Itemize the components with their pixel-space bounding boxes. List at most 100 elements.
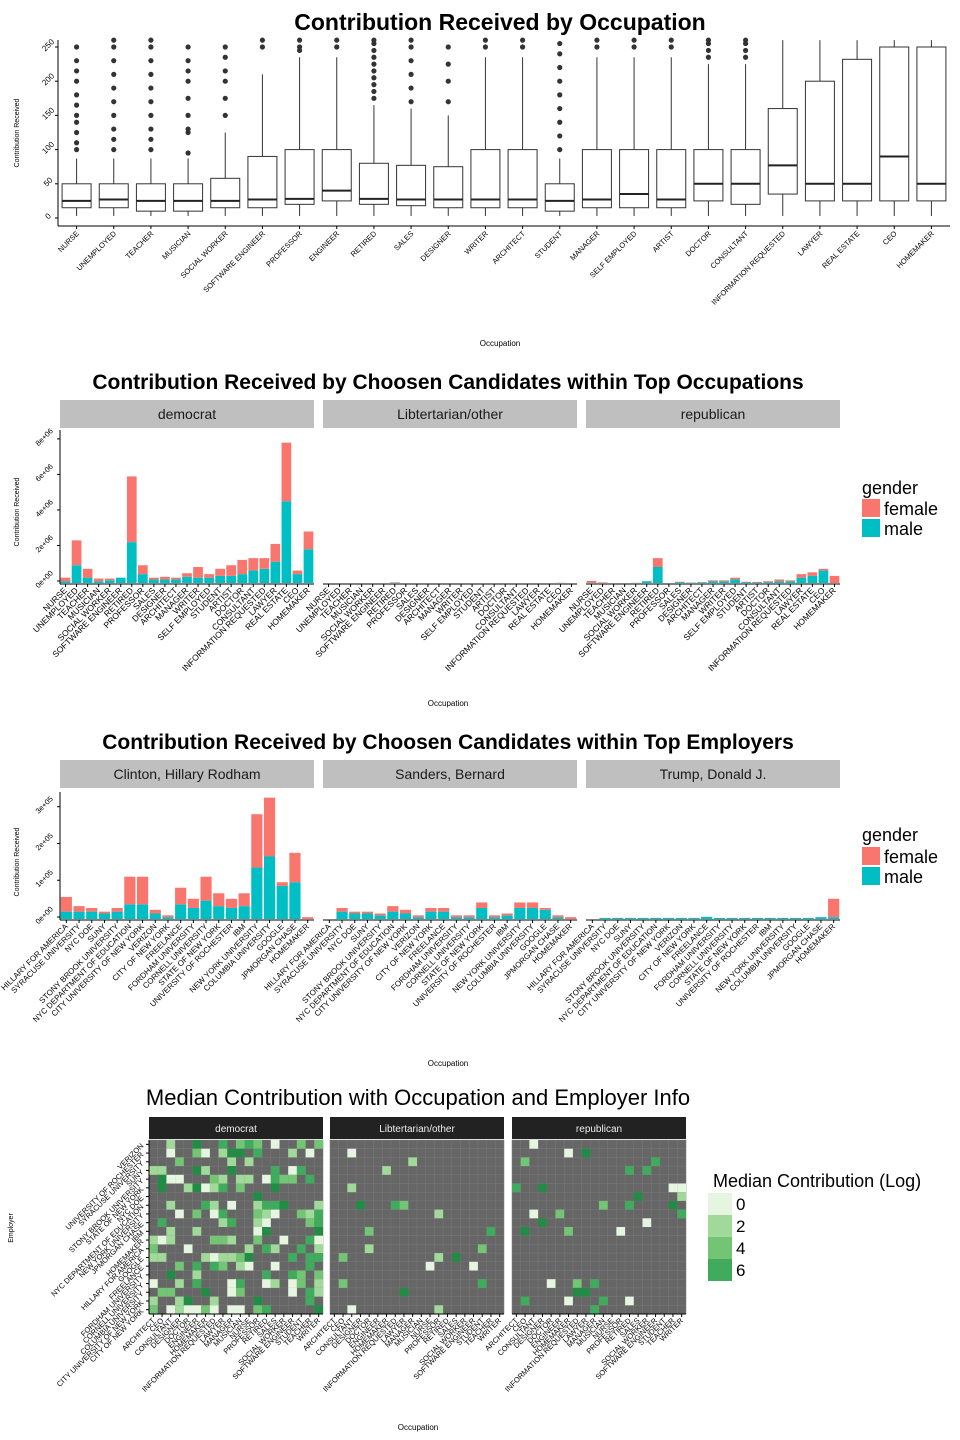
legend-key bbox=[708, 1259, 732, 1281]
bar-male-lawyer bbox=[270, 561, 281, 583]
heat-cell bbox=[166, 1270, 176, 1280]
bar-male-city-university-of-new-york bbox=[662, 917, 675, 919]
bar-female-new-york-university bbox=[514, 902, 526, 908]
chart1-ytick-label: 100 bbox=[40, 140, 56, 156]
chart1-ytick-label: 200 bbox=[40, 71, 56, 87]
chart1-outlier bbox=[557, 51, 563, 57]
chart2-ylabel: Contribution Received bbox=[14, 477, 21, 546]
heat-cell bbox=[192, 1140, 202, 1149]
chart1-outlier bbox=[222, 54, 228, 60]
chart1-outlier bbox=[631, 44, 637, 50]
facet-strip-label: Trump, Donald J. bbox=[660, 766, 767, 782]
bar-male-university-of-rochester bbox=[488, 917, 501, 919]
bar-female-social-worker bbox=[104, 578, 115, 581]
chart1-outlier bbox=[445, 99, 451, 105]
heat-cell bbox=[651, 1157, 660, 1167]
heat-cell bbox=[314, 1218, 323, 1227]
bar-female-ceo bbox=[818, 568, 829, 571]
chart1-box-engineer bbox=[321, 37, 352, 216]
heat-cell bbox=[262, 1218, 271, 1227]
bar-male-city-university-of-new-york bbox=[136, 904, 149, 919]
heat-cell bbox=[192, 1166, 202, 1175]
heat-cell bbox=[305, 1235, 315, 1245]
bar-male-software-engineer bbox=[115, 577, 126, 583]
chart1-xtick-label: WRITER bbox=[463, 229, 491, 257]
chart1-box bbox=[433, 166, 464, 209]
heat-cell bbox=[314, 1200, 323, 1210]
bar-male-fordham-university bbox=[713, 917, 725, 919]
chart4-plot: democratARCHITECTCEOCONSULTANTDESIGNERDO… bbox=[49, 1117, 687, 1394]
chart1-box bbox=[916, 46, 947, 202]
heat-cell bbox=[314, 1235, 323, 1245]
bar-male-ceo bbox=[292, 574, 303, 583]
chart1-outlier bbox=[742, 37, 749, 43]
facet-strip bbox=[586, 760, 840, 788]
heat-cell bbox=[253, 1218, 263, 1227]
chart1-outlier bbox=[259, 44, 266, 50]
heat-cell bbox=[564, 1227, 573, 1236]
heat-cell bbox=[227, 1279, 236, 1288]
chart1-box bbox=[358, 162, 389, 205]
chart1-outlier bbox=[742, 54, 749, 60]
heat-cell bbox=[314, 1140, 323, 1149]
chart2-panel-democrat: democratNURSEUNEMPLOYEDTEACHERMUSICIANSO… bbox=[31, 400, 314, 673]
heat-cell bbox=[564, 1296, 573, 1306]
bar-female-university-of-rochester bbox=[488, 915, 501, 918]
chart1-outlier bbox=[73, 129, 80, 136]
heat-cell bbox=[227, 1200, 236, 1210]
heat-cell bbox=[314, 1209, 323, 1219]
chart1-box-musician bbox=[173, 44, 204, 216]
chart1-outlier bbox=[408, 85, 414, 91]
bar-male-writer bbox=[193, 577, 203, 583]
chart1-outlier bbox=[111, 112, 117, 118]
heat-cell bbox=[253, 1140, 263, 1149]
heat-cell bbox=[262, 1227, 271, 1236]
bar-female-columbia-university bbox=[263, 797, 276, 857]
legend-key bbox=[708, 1193, 732, 1215]
chart1-box bbox=[98, 183, 129, 209]
heat-cell bbox=[262, 1200, 271, 1210]
chart1-box-information-requested bbox=[767, 40, 798, 216]
legend-label: 6 bbox=[736, 1261, 745, 1280]
chart2-ytick-label: 4e+06 bbox=[34, 498, 55, 519]
chart1-box bbox=[470, 149, 501, 209]
chart2-plot: 0e+00 2e+06 4e+06 6e+06 8e+06democratNURSEUN… bbox=[31, 400, 840, 673]
bar-female-syracuse-university bbox=[336, 907, 348, 912]
chart1-box-writer bbox=[470, 37, 501, 216]
bar-male-ibm bbox=[238, 906, 250, 919]
heat-cell bbox=[166, 1174, 176, 1184]
heat-cell bbox=[157, 1235, 167, 1245]
heat-cell bbox=[270, 1279, 280, 1288]
bar-female-nurse bbox=[60, 577, 71, 582]
heat-cell bbox=[668, 1183, 678, 1193]
heat-cell bbox=[305, 1261, 315, 1271]
heat-cell bbox=[677, 1183, 686, 1193]
chart1-box-software-engineer bbox=[247, 37, 278, 216]
heat-cell bbox=[175, 1279, 184, 1288]
heat-cell bbox=[209, 1305, 219, 1314]
heat-cell bbox=[599, 1200, 608, 1210]
bar-female-professor bbox=[137, 565, 148, 575]
heat-cell bbox=[183, 1305, 193, 1314]
heat-cell bbox=[157, 1218, 167, 1227]
heat-cell bbox=[244, 1244, 254, 1254]
chart1-xtick-label: ARCHITECT bbox=[490, 229, 527, 266]
heat-cell bbox=[166, 1140, 176, 1149]
bar-female-nyc-department-of-education bbox=[124, 876, 136, 905]
bar-male-suny bbox=[624, 917, 637, 919]
bar-male-state-of-new-york bbox=[213, 906, 225, 919]
chart1-outlier bbox=[334, 37, 340, 43]
chart1-box bbox=[61, 183, 92, 209]
heat-cell bbox=[149, 1166, 158, 1175]
chart1-xtick-label: CEO bbox=[881, 229, 899, 247]
chart1-outlier bbox=[185, 126, 191, 132]
facet-strip bbox=[586, 400, 840, 428]
bar-male-university-of-rochester bbox=[225, 907, 238, 919]
bar-male-google bbox=[276, 885, 288, 919]
heat-cell bbox=[599, 1296, 608, 1306]
chart2-legend-title: gender bbox=[862, 478, 918, 498]
bar-male-sales bbox=[149, 579, 159, 583]
heat-cell bbox=[296, 1244, 306, 1254]
chart1-box bbox=[693, 149, 724, 202]
bar-female-city-university-of-new-york bbox=[136, 876, 149, 905]
